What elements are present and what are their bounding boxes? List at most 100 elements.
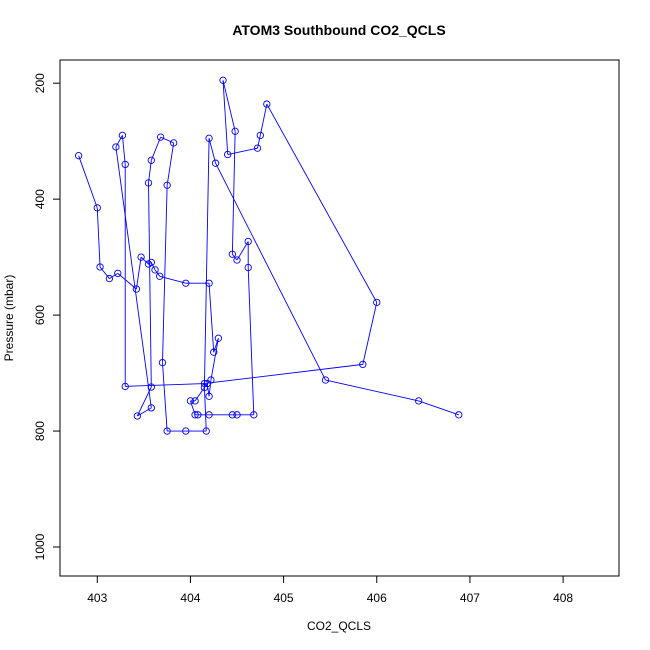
- series-line-segment: [208, 138, 217, 164]
- data-point: [415, 397, 423, 405]
- series-line-segment: [208, 283, 215, 353]
- series-line-segment: [190, 400, 196, 415]
- series-line-segment: [96, 207, 101, 268]
- data-point: [163, 427, 171, 435]
- data-point: [186, 397, 195, 405]
- data-point: [244, 237, 252, 246]
- data-point: [118, 131, 127, 140]
- y-tick-label: 800: [33, 421, 47, 441]
- data-point: [211, 159, 220, 167]
- data-point: [74, 152, 83, 160]
- data-point: [205, 134, 213, 142]
- y-axis-label: Pressure (mbar): [2, 275, 16, 362]
- data-point: [228, 411, 237, 419]
- series-line-segment: [150, 136, 162, 161]
- series-line-segment: [160, 136, 174, 144]
- data-point: [455, 411, 463, 419]
- data-point: [233, 411, 241, 419]
- data-point: [147, 404, 155, 412]
- data-point: [244, 263, 252, 272]
- series-line-segment: [162, 185, 168, 363]
- series-line-segment: [121, 135, 126, 165]
- data-point: [202, 427, 210, 435]
- x-tick-label: 403: [87, 591, 107, 605]
- data-point: [147, 383, 155, 391]
- series-line-segment: [99, 266, 110, 279]
- data-point: [359, 360, 367, 369]
- x-tick-label: 407: [460, 591, 480, 605]
- data-point: [96, 263, 104, 271]
- y-tick-label: 400: [33, 189, 47, 209]
- series-line-segment: [117, 273, 137, 290]
- series-line-segment: [247, 267, 255, 415]
- series-line-segment: [162, 362, 168, 432]
- data-point: [163, 181, 171, 189]
- data-point: [228, 250, 237, 258]
- series-line-segment: [362, 302, 378, 365]
- series-line-segment: [78, 155, 98, 208]
- data-point: [219, 76, 227, 84]
- data-point: [231, 127, 239, 135]
- data-point: [114, 269, 122, 278]
- series-line-segment: [204, 363, 363, 384]
- series-line-segment: [206, 383, 210, 397]
- x-tick-label: 405: [274, 591, 294, 605]
- y-tick-label: 1000: [33, 533, 47, 560]
- data-point: [253, 144, 262, 152]
- data-point: [256, 131, 264, 140]
- series-line-segment: [215, 162, 326, 381]
- series-line-segment: [109, 272, 119, 279]
- data-point: [105, 274, 114, 283]
- data-point: [93, 204, 101, 212]
- data-point: [137, 253, 145, 261]
- data-point: [151, 266, 159, 274]
- data-point: [224, 150, 232, 159]
- series-line-segment: [266, 103, 378, 303]
- data-point: [132, 285, 141, 293]
- y-axis: 200 400 600 800 1000: [33, 73, 60, 560]
- data-point: [156, 272, 164, 280]
- series-line-segment: [140, 256, 149, 265]
- plot-frame: [59, 59, 620, 577]
- y-tick-label: 600: [33, 305, 47, 325]
- series-line-segment: [203, 387, 207, 432]
- data-point: [156, 133, 165, 141]
- data-point: [210, 348, 218, 356]
- series-line-segment: [148, 182, 152, 387]
- data-point: [112, 143, 120, 151]
- data-point: [205, 279, 213, 287]
- data-point: [250, 411, 258, 419]
- data-point: [182, 279, 190, 287]
- series-line-segment: [325, 379, 419, 402]
- series-line-segment: [418, 400, 459, 416]
- series-line-segment: [115, 135, 123, 148]
- data-point: [194, 411, 202, 419]
- series-line-segment: [135, 257, 142, 290]
- series-line-segment: [231, 131, 236, 255]
- x-tick-label: 408: [553, 591, 573, 605]
- series-line-segment: [222, 80, 236, 132]
- series-line-segment: [136, 386, 152, 417]
- series-line-segment: [125, 383, 205, 387]
- series-line-segment: [154, 269, 161, 277]
- series-line-segment: [115, 146, 152, 408]
- data-point: [205, 411, 213, 419]
- x-tick-label: 404: [180, 591, 200, 605]
- data-point: [121, 160, 129, 169]
- data-point: [147, 156, 155, 164]
- data-point: [263, 100, 271, 108]
- data-point: [233, 256, 241, 264]
- plot-area: [74, 76, 463, 435]
- series-line-segment: [210, 338, 219, 381]
- series-line-segment: [137, 407, 152, 417]
- series-line-segment: [159, 275, 186, 284]
- data-point: [200, 379, 209, 388]
- series-line-segment: [166, 142, 175, 186]
- series-line-segment: [222, 80, 229, 155]
- data-point: [121, 382, 129, 391]
- data-point: [133, 412, 141, 420]
- chart-title: ATOM3 Southbound CO2_QCLS: [232, 22, 445, 38]
- data-point: [147, 258, 155, 266]
- data-point: [158, 358, 167, 367]
